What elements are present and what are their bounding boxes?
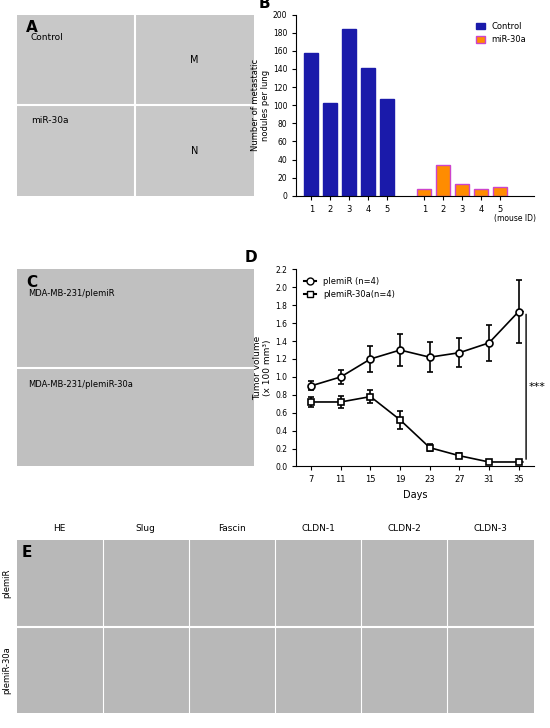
Legend: plemiR (n=4), plemiR-30a(n=4): plemiR (n=4), plemiR-30a(n=4) <box>300 274 398 302</box>
Bar <box>436 165 450 196</box>
Text: ***: *** <box>529 381 545 392</box>
Text: MDA-MB-231/plemiR: MDA-MB-231/plemiR <box>29 289 115 298</box>
Bar <box>474 189 488 196</box>
Bar <box>304 52 318 196</box>
Bar <box>455 184 469 196</box>
Text: (mouse ID): (mouse ID) <box>494 214 536 223</box>
Text: N: N <box>191 146 198 156</box>
Text: B: B <box>258 0 270 11</box>
Legend: Control, miR-30a: Control, miR-30a <box>473 19 529 47</box>
Bar <box>493 187 507 196</box>
Text: Control: Control <box>31 33 63 41</box>
Text: A: A <box>26 20 38 35</box>
Text: Slug: Slug <box>136 524 156 533</box>
Text: CLDN-1: CLDN-1 <box>301 524 335 533</box>
Y-axis label: Tumor volume
(x 100 mm³): Tumor volume (x 100 mm³) <box>253 336 272 400</box>
Text: Fascin: Fascin <box>218 524 246 533</box>
Bar <box>379 99 394 196</box>
X-axis label: Days: Days <box>403 490 427 500</box>
Bar <box>323 103 337 196</box>
Text: HE: HE <box>53 524 66 533</box>
Text: D: D <box>244 250 257 266</box>
Text: MDA-MB-231/plemiR-30a: MDA-MB-231/plemiR-30a <box>29 380 133 389</box>
Bar <box>417 189 431 196</box>
Text: C: C <box>26 275 37 290</box>
Bar <box>342 29 356 196</box>
Text: plemiR-30a: plemiR-30a <box>2 646 12 694</box>
Text: E: E <box>21 545 32 561</box>
Text: CLDN-3: CLDN-3 <box>474 524 507 533</box>
Y-axis label: Number of metastatic
nodules per lung: Number of metastatic nodules per lung <box>251 59 270 151</box>
Text: CLDN-2: CLDN-2 <box>387 524 421 533</box>
Text: plemiR: plemiR <box>2 569 12 598</box>
Text: miR-30a: miR-30a <box>31 116 68 125</box>
Text: M: M <box>190 55 199 65</box>
Bar <box>361 68 375 196</box>
